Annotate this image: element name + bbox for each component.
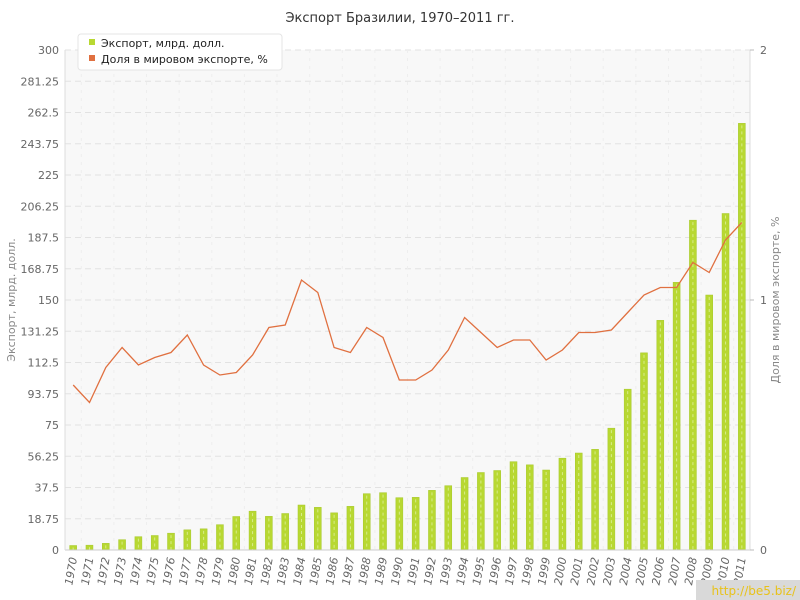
- x-tick-label: 1982: [258, 556, 276, 586]
- legend-box: [77, 33, 283, 71]
- bar[interactable]: [526, 464, 534, 551]
- y-right-ticks: 0 1 2: [750, 44, 767, 557]
- x-tick-label: 2007: [666, 556, 684, 586]
- y-left-tick-label: 75: [45, 419, 59, 432]
- legend-label-share: Доля в мировом экспорте, %: [101, 53, 268, 66]
- watermark[interactable]: http://be5.biz/: [711, 584, 796, 598]
- grid-lines-vertical: [80, 50, 735, 550]
- x-tick-label: 1974: [128, 556, 146, 586]
- x-tick-label: 1985: [307, 556, 325, 586]
- x-tick-label: 2001: [568, 556, 586, 586]
- bar[interactable]: [607, 427, 616, 551]
- y-left-tick-label: 187.5: [28, 232, 60, 245]
- x-tick-label: 2010: [715, 556, 733, 586]
- x-tick-label: 1984: [291, 556, 309, 586]
- legend[interactable]: Экспорт, млрд. долл. Доля в мировом эксп…: [77, 33, 283, 71]
- x-tick-label: 2011: [731, 556, 749, 586]
- x-tick-label: 1975: [144, 556, 162, 586]
- y-right-tick-label: 0: [760, 544, 767, 557]
- x-tick-label: 2002: [584, 556, 602, 586]
- legend-label-exports: Экспорт, млрд. долл.: [101, 37, 224, 50]
- y-left-tick-label: 131.25: [21, 325, 60, 338]
- y-left-tick-label: 37.5: [35, 482, 60, 495]
- x-tick-label: 2009: [699, 556, 717, 586]
- x-tick-label: 1988: [356, 556, 374, 586]
- x-tick-label: 2005: [633, 556, 651, 586]
- x-tick-label: 1981: [242, 556, 260, 586]
- x-tick-label: 1999: [535, 556, 553, 586]
- x-tick-label: 1980: [226, 556, 244, 586]
- x-tick-label: 1991: [405, 556, 423, 586]
- x-tick-label: 1970: [62, 556, 80, 586]
- x-tick-label: 2006: [650, 556, 668, 586]
- y-left-tick-label: 150: [38, 294, 59, 307]
- y-left-tick-label: 112.5: [28, 357, 60, 370]
- y-left-tick-label: 243.75: [21, 138, 60, 151]
- x-tick-label: 1992: [421, 556, 439, 586]
- y-left-tick-label: 225: [38, 169, 59, 182]
- x-tick-label: 1990: [389, 556, 407, 586]
- x-tick-label: 1978: [193, 556, 211, 586]
- chart-title: Экспорт Бразилии, 1970–2011 гг.: [285, 11, 514, 26]
- y-left-tick-label: 281.25: [21, 75, 60, 88]
- x-tick-label: 1998: [519, 556, 537, 586]
- share-line: [72, 222, 743, 404]
- x-tick-label: 1989: [372, 556, 390, 586]
- bar[interactable]: [281, 513, 289, 551]
- x-tick-label: 2003: [601, 556, 619, 586]
- x-ticks: 1970197119721973197419751976197719781979…: [62, 556, 748, 586]
- y-left-tick-label: 262.5: [28, 107, 60, 120]
- y-right-tick-label: 1: [760, 294, 767, 307]
- legend-swatch-exports: [89, 39, 95, 45]
- x-tick-label: 2008: [682, 556, 700, 586]
- x-tick-label: 1979: [209, 556, 227, 586]
- y-right-tick-label: 2: [760, 44, 767, 57]
- x-tick-label: 1972: [95, 556, 113, 586]
- x-tick-label: 2000: [552, 556, 570, 586]
- y-left-tick-label: 168.75: [21, 263, 60, 276]
- x-tick-label: 1993: [438, 556, 456, 586]
- y-left-tick-label: 0: [52, 544, 59, 557]
- y-left-tick-label: 56.25: [28, 450, 60, 463]
- x-tick-label: 1987: [340, 556, 358, 586]
- x-tick-label: 1995: [470, 556, 488, 586]
- y-left-tick-label: 300: [38, 44, 59, 57]
- bar-series: [69, 123, 746, 551]
- x-tick-label: 2004: [617, 556, 635, 586]
- x-tick-label: 1977: [177, 556, 195, 586]
- x-tick-label: 1996: [486, 556, 504, 586]
- y-left-tick-label: 93.75: [28, 388, 60, 401]
- bar[interactable]: [330, 512, 338, 551]
- legend-swatch-share: [89, 55, 95, 61]
- x-tick-label: 1983: [274, 556, 292, 586]
- x-tick-label: 1986: [323, 556, 341, 586]
- y-left-tick-label: 18.75: [28, 513, 60, 526]
- y-left-axis-title: Экспорт, млрд. долл.: [5, 238, 18, 361]
- y-right-axis-title: Доля в мировом экспорте, %: [769, 217, 782, 384]
- watermark-background: [696, 580, 800, 600]
- y-left-ticks: 0 18.75 37.5 56.25 75 93.75 112.5 131.25 150 168.…: [21, 44, 60, 557]
- x-tick-label: 1997: [503, 556, 521, 586]
- y-left-tick-label: 206.25: [21, 200, 60, 213]
- x-tick-label: 1973: [111, 556, 129, 586]
- x-tick-label: 1976: [160, 556, 178, 586]
- x-tick-label: 1971: [79, 556, 97, 586]
- x-tick-label: 1994: [454, 556, 472, 586]
